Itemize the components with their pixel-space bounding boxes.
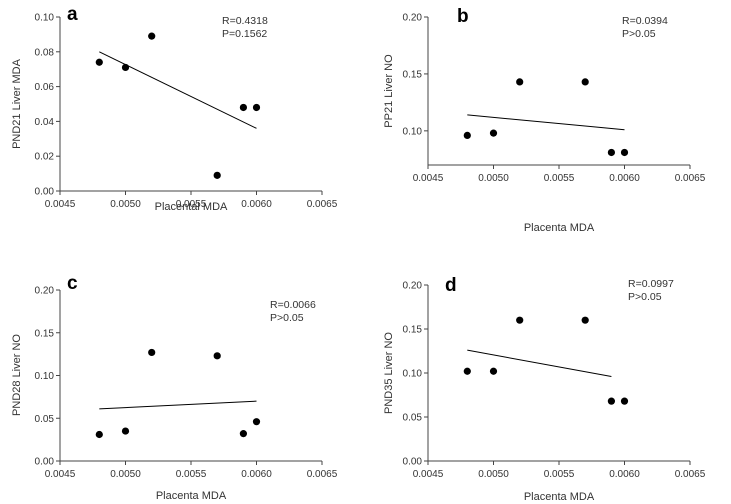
x-tick-label: 0.0055 — [544, 173, 575, 184]
y-tick-label: 0.20 — [403, 281, 423, 292]
x-tick-label: 0.0060 — [241, 469, 272, 480]
x-tick-label: 0.0050 — [478, 173, 509, 184]
x-tick-label: 0.0050 — [110, 199, 141, 210]
data-point — [121, 63, 130, 72]
x-tick-label: 0.0055 — [544, 469, 575, 480]
x-tick-label: 0.0050 — [478, 469, 509, 480]
x-axis-label: Placenta MDA — [524, 222, 595, 234]
y-axis-label: PP21 Liver NO — [383, 54, 395, 128]
x-tick-label: 0.0065 — [307, 469, 338, 480]
x-tick-label: 0.0045 — [413, 173, 444, 184]
panel-b: 0.10 0.15 0.20 0.0045 0.0050 0.0055 0.0060 0.00… — [383, 6, 706, 234]
x-axis-label: Placental MDA — [155, 201, 228, 213]
panel-c: 0.00 0.05 0.10 0.15 0.20 0.0045 0.0050 0.0055 0.… — [11, 273, 338, 502]
data-point — [95, 58, 103, 66]
stat-annotation: R=0.4318 — [222, 15, 268, 27]
data-point — [516, 316, 524, 324]
y-tick-label: 0.00 — [403, 457, 423, 468]
data-point — [581, 78, 589, 86]
panel-letter: d — [445, 275, 457, 296]
data-point — [489, 129, 498, 137]
y-tick-label: 0.20 — [403, 13, 423, 24]
y-axis-label: PND28 Liver NO — [11, 334, 23, 416]
y-tick-label: 0.20 — [35, 286, 55, 297]
data-point — [607, 397, 616, 405]
y-tick-label: 0.00 — [35, 187, 55, 198]
x-tick-label: 0.0065 — [675, 173, 706, 184]
regression-line — [99, 400, 257, 410]
stat-annotation: P=0.1562 — [222, 28, 267, 40]
data-point — [581, 316, 589, 324]
panel-a: 0.00 0.02 0.04 0.06 0.08 0.10 0.0045 0.0050 0.00… — [11, 4, 338, 213]
regression-line — [467, 349, 612, 378]
y-tick-label: 0.10 — [35, 371, 55, 382]
x-tick-label: 0.0060 — [609, 173, 640, 184]
x-tick-label: 0.0060 — [609, 469, 640, 480]
data-point — [620, 148, 629, 157]
data-point — [213, 352, 221, 360]
stat-annotation: P>0.05 — [622, 28, 656, 40]
x-tick-label: 0.0060 — [241, 199, 272, 210]
data-point — [148, 348, 156, 357]
x-tick-label: 0.0065 — [675, 469, 706, 480]
regression-line — [99, 51, 257, 129]
y-tick-label: 0.15 — [35, 328, 55, 339]
regression-line — [467, 114, 625, 131]
x-tick-label: 0.0045 — [45, 199, 76, 210]
x-axis-label: Placenta MDA — [524, 491, 595, 503]
y-tick-label: 0.10 — [403, 126, 423, 137]
y-tick-label: 0.02 — [35, 152, 55, 163]
stat-annotation: R=0.0997 — [628, 278, 674, 290]
y-tick-label: 0.15 — [403, 325, 423, 336]
y-tick-label: 0.00 — [35, 457, 55, 468]
panel-d: 0.00 0.05 0.10 0.15 0.20 0.0045 0.0050 0.0055 0.… — [383, 275, 706, 503]
data-point — [95, 430, 103, 439]
data-point — [121, 427, 130, 435]
y-tick-label: 0.08 — [35, 47, 55, 58]
stat-annotation: R=0.0394 — [622, 15, 668, 27]
y-tick-label: 0.15 — [403, 69, 423, 80]
y-tick-label: 0.10 — [403, 369, 423, 380]
x-tick-label: 0.0045 — [413, 469, 444, 480]
stat-annotation: P>0.05 — [628, 291, 662, 303]
y-tick-label: 0.05 — [403, 413, 423, 424]
data-point — [463, 131, 471, 139]
y-axis-label: PND35 Liver NO — [383, 332, 395, 414]
y-tick-label: 0.10 — [35, 13, 55, 24]
panel-letter: a — [67, 4, 78, 25]
stat-annotation: P>0.05 — [270, 312, 304, 324]
x-tick-label: 0.0055 — [176, 199, 207, 210]
data-point — [239, 103, 247, 112]
data-point — [607, 148, 616, 157]
data-point — [252, 103, 261, 112]
data-point — [252, 418, 261, 426]
y-tick-label: 0.06 — [35, 82, 55, 93]
x-tick-label: 0.0045 — [45, 469, 76, 480]
data-point — [148, 32, 156, 40]
x-tick-label: 0.0050 — [110, 469, 141, 480]
data-point — [213, 171, 221, 179]
x-tick-label: 0.0055 — [176, 469, 207, 480]
y-tick-label: 0.05 — [35, 414, 55, 425]
stat-annotation: R=0.0066 — [270, 299, 316, 311]
y-tick-label: 0.04 — [35, 117, 55, 128]
x-axis-label: Placenta MDA — [156, 490, 227, 502]
data-point — [516, 78, 524, 86]
data-point — [463, 367, 471, 375]
x-tick-label: 0.0065 — [307, 199, 338, 210]
panel-letter: c — [67, 273, 78, 294]
data-point — [489, 367, 498, 375]
y-axis-label: PND21 Liver MDA — [11, 58, 23, 149]
data-point — [620, 397, 629, 405]
panel-letter: b — [457, 6, 469, 27]
data-point — [239, 430, 247, 438]
